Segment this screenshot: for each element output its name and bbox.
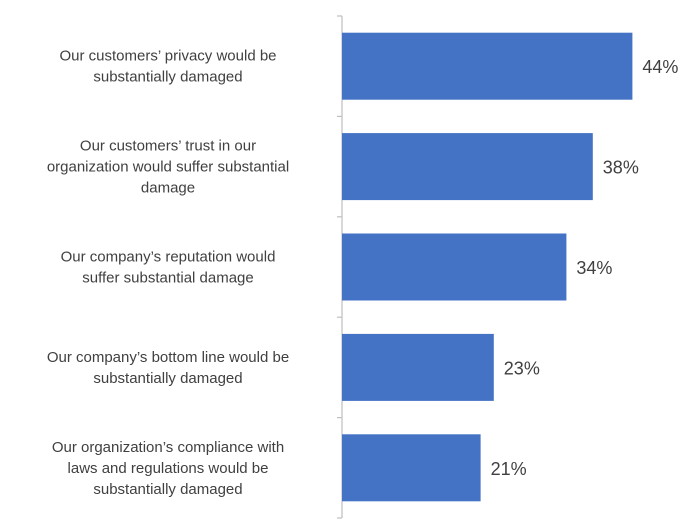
category-label-line: substantially damaged bbox=[93, 69, 242, 86]
category-label: Our customers’ privacy would be substanti… bbox=[59, 48, 276, 86]
category-label-line: suffer substantial damage bbox=[82, 270, 254, 287]
data-label: 21% bbox=[491, 459, 527, 479]
bar bbox=[342, 133, 593, 201]
data-label: 38% bbox=[603, 158, 639, 178]
category-label-line: damage bbox=[141, 180, 195, 197]
bar bbox=[342, 32, 633, 100]
category-label-line: laws and regulations would be bbox=[68, 460, 269, 477]
category-label-line: Our company’s reputation would bbox=[61, 249, 276, 266]
data-label: 34% bbox=[576, 258, 612, 278]
category-label-line: Our customers’ privacy would be bbox=[59, 48, 276, 65]
category-label-line: substantially damaged bbox=[93, 481, 242, 498]
category-label-line: Our customers’ trust in our bbox=[80, 138, 256, 155]
bar bbox=[342, 434, 481, 502]
category-label-line: Our company’s bottom line would be bbox=[47, 349, 289, 366]
bar bbox=[342, 333, 494, 401]
bar bbox=[342, 233, 567, 301]
category-label-line: Our organization’s compliance with bbox=[52, 439, 284, 456]
category-label: Our organization’s compliance with laws a… bbox=[52, 439, 284, 498]
category-label: Our company’s reputation would suffer sub… bbox=[61, 249, 276, 287]
data-label: 23% bbox=[504, 358, 540, 378]
category-label: Our company’s bottom line would be substa… bbox=[47, 349, 289, 387]
data-label: 44% bbox=[642, 57, 678, 77]
category-label-line: substantially damaged bbox=[93, 370, 242, 387]
category-label: Our customers’ trust in our organization … bbox=[47, 138, 289, 197]
category-label-line: organization would suffer substantial bbox=[47, 159, 289, 176]
